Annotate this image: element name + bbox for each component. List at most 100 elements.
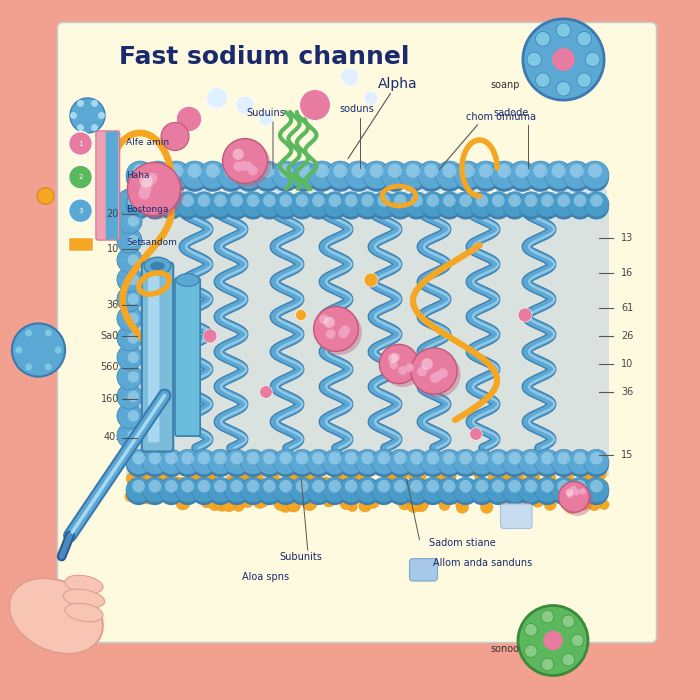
Circle shape — [269, 175, 278, 184]
Circle shape — [541, 480, 554, 493]
Circle shape — [232, 500, 244, 512]
Circle shape — [135, 472, 146, 483]
Text: Alpha: Alpha — [378, 77, 418, 91]
Circle shape — [314, 307, 358, 351]
Circle shape — [259, 462, 274, 477]
Circle shape — [217, 164, 245, 192]
Circle shape — [230, 195, 243, 207]
Circle shape — [267, 473, 279, 485]
Circle shape — [492, 480, 505, 493]
Circle shape — [263, 195, 276, 207]
Circle shape — [510, 194, 519, 203]
Circle shape — [551, 449, 576, 475]
Circle shape — [192, 194, 204, 206]
Circle shape — [571, 634, 584, 647]
Text: 20: 20 — [106, 209, 119, 218]
Circle shape — [470, 491, 481, 502]
Circle shape — [333, 164, 347, 178]
Circle shape — [502, 480, 527, 505]
Text: 13: 13 — [621, 233, 633, 243]
Circle shape — [551, 192, 576, 217]
Circle shape — [241, 452, 265, 477]
Circle shape — [117, 286, 142, 312]
Circle shape — [518, 308, 532, 322]
Circle shape — [279, 452, 292, 465]
Circle shape — [91, 124, 98, 131]
Circle shape — [399, 164, 427, 192]
Text: 36: 36 — [106, 300, 119, 309]
Circle shape — [500, 496, 512, 508]
Circle shape — [221, 496, 237, 512]
Circle shape — [307, 182, 321, 196]
Circle shape — [562, 475, 575, 488]
Circle shape — [486, 192, 511, 217]
Circle shape — [519, 192, 544, 217]
Circle shape — [127, 293, 139, 304]
Circle shape — [230, 452, 243, 465]
Circle shape — [335, 178, 349, 190]
Circle shape — [117, 267, 142, 292]
Circle shape — [253, 161, 281, 189]
Circle shape — [216, 489, 231, 504]
Circle shape — [519, 452, 544, 477]
Circle shape — [306, 452, 331, 477]
Circle shape — [454, 164, 482, 192]
Circle shape — [417, 366, 427, 377]
FancyBboxPatch shape — [57, 22, 657, 643]
Circle shape — [585, 184, 596, 195]
Circle shape — [239, 190, 249, 201]
Circle shape — [486, 195, 511, 220]
Circle shape — [384, 471, 395, 483]
Circle shape — [576, 497, 590, 510]
Circle shape — [127, 162, 181, 216]
Text: Subunits: Subunits — [279, 552, 323, 561]
Circle shape — [258, 169, 268, 180]
Circle shape — [274, 187, 286, 199]
Circle shape — [505, 462, 519, 477]
Circle shape — [127, 216, 139, 227]
Circle shape — [379, 344, 419, 384]
Circle shape — [361, 195, 374, 207]
Circle shape — [554, 177, 566, 189]
Circle shape — [404, 480, 429, 505]
Circle shape — [230, 480, 243, 493]
Circle shape — [574, 452, 587, 465]
Circle shape — [231, 181, 242, 193]
Circle shape — [295, 309, 307, 321]
Circle shape — [541, 464, 553, 476]
Circle shape — [410, 492, 420, 503]
Circle shape — [267, 170, 276, 180]
Circle shape — [306, 195, 331, 220]
Circle shape — [202, 466, 212, 477]
Circle shape — [339, 192, 364, 217]
Circle shape — [312, 195, 325, 207]
Circle shape — [290, 484, 304, 498]
Circle shape — [308, 164, 336, 192]
Circle shape — [148, 195, 161, 207]
Circle shape — [208, 476, 218, 486]
Circle shape — [492, 452, 505, 465]
Circle shape — [132, 480, 145, 493]
Circle shape — [161, 486, 175, 499]
Circle shape — [251, 472, 263, 484]
Circle shape — [302, 474, 315, 487]
Circle shape — [594, 468, 607, 480]
Circle shape — [562, 485, 593, 516]
Circle shape — [313, 195, 323, 204]
Circle shape — [415, 196, 424, 206]
Circle shape — [222, 194, 234, 206]
Circle shape — [428, 489, 440, 503]
Circle shape — [541, 658, 554, 671]
Circle shape — [263, 480, 276, 493]
FancyBboxPatch shape — [148, 272, 160, 442]
Circle shape — [557, 195, 570, 207]
Circle shape — [117, 306, 142, 331]
Circle shape — [414, 351, 461, 398]
Circle shape — [142, 477, 167, 503]
Circle shape — [272, 164, 300, 192]
Circle shape — [117, 364, 142, 389]
Circle shape — [388, 452, 413, 477]
Circle shape — [508, 161, 536, 189]
Circle shape — [257, 480, 282, 505]
Circle shape — [508, 164, 536, 192]
